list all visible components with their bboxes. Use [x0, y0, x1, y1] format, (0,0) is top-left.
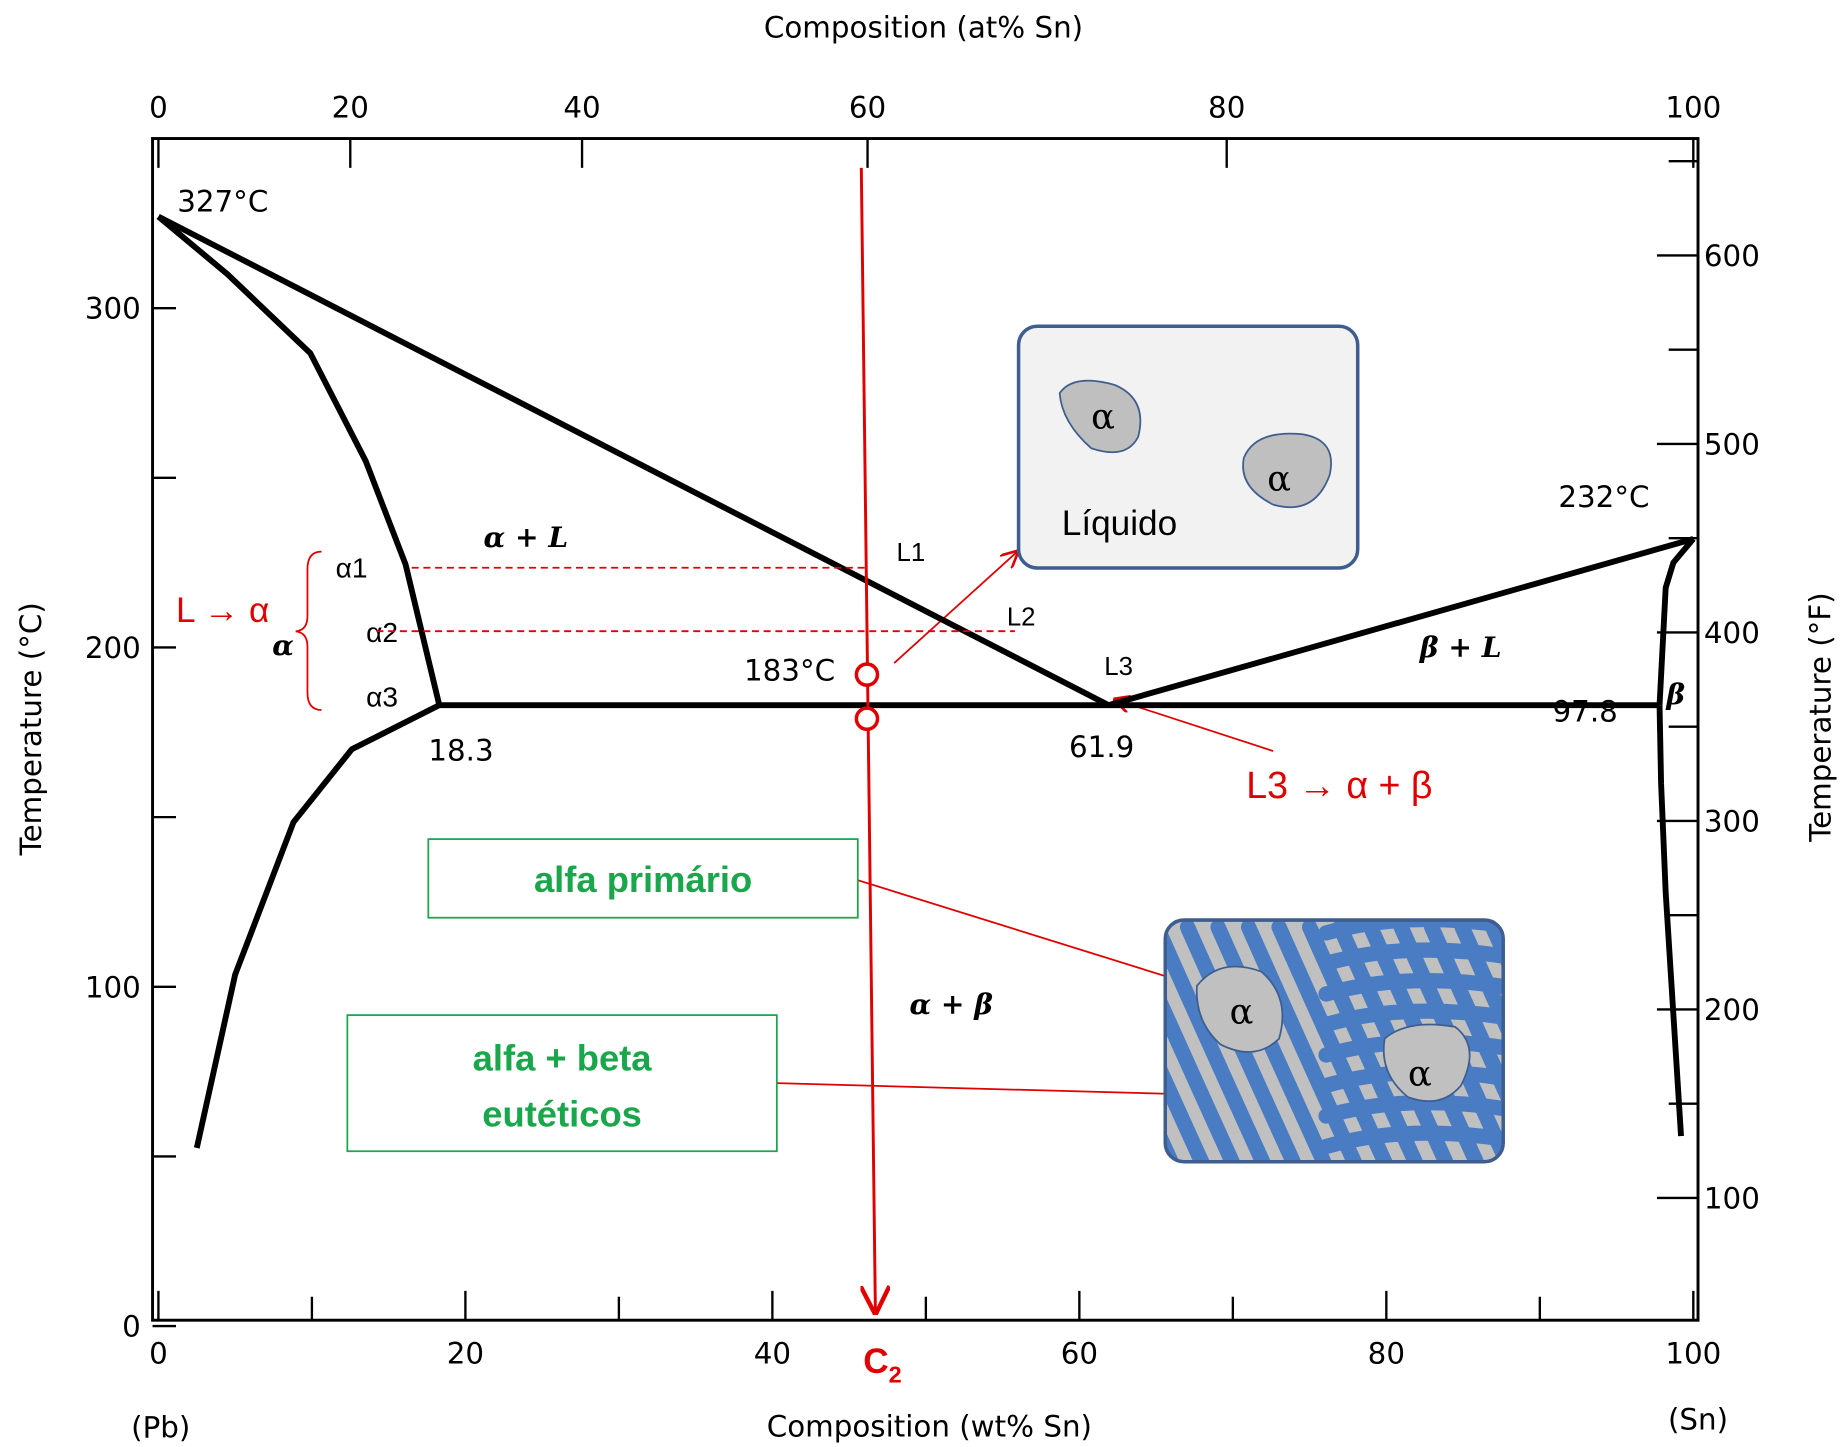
x2-tick-label: 40	[563, 90, 600, 124]
point-label: 61.9	[1069, 730, 1134, 764]
lamella	[882, 927, 988, 1162]
y2-tick-label: 400	[1704, 616, 1760, 650]
phase-label: α + L	[483, 521, 568, 554]
y2-tick-label: 200	[1704, 993, 1760, 1027]
cooling-point	[856, 664, 877, 685]
y-tick-label: 0	[122, 1310, 141, 1344]
cooling-point	[856, 708, 877, 729]
composition-label: C2	[863, 1342, 901, 1387]
y2-tick-label: 100	[1704, 1181, 1760, 1215]
y-tick-label: 100	[85, 970, 141, 1004]
y2-axis-title: Temperature (°F)	[1804, 592, 1838, 843]
x2-tick-label: 80	[1208, 90, 1245, 124]
tie-label: L3	[1104, 653, 1133, 681]
x2-tick-label: 0	[149, 90, 168, 124]
phase-label: α + β	[909, 988, 993, 1021]
composition-symbol: C	[863, 1342, 888, 1381]
reaction: L3 → α + β	[1246, 764, 1432, 806]
arrow	[777, 1083, 1209, 1095]
tie-label: α3	[366, 681, 398, 712]
grain-label: α	[1230, 991, 1254, 1032]
tie-label: L2	[1007, 604, 1036, 632]
y-tick-label: 300	[85, 292, 141, 326]
callout: alfa primário	[534, 859, 752, 900]
x2-tick-label: 60	[849, 90, 886, 124]
lamella	[1523, 927, 1629, 1162]
composition-subscript: 2	[889, 1361, 902, 1387]
brace	[296, 552, 322, 710]
x2-tick-label: 100	[1665, 90, 1721, 124]
y-tick-label: 200	[85, 631, 141, 665]
point-label: 327°C	[177, 184, 268, 218]
phase-diagram: Composition (at% Sn) Composition (wt% Sn…	[0, 0, 1840, 1447]
inset-label: Líquido	[1062, 504, 1177, 543]
grain-label: α	[1408, 1054, 1432, 1095]
x2-axis-title: Composition (at% Sn)	[764, 11, 1083, 45]
lamella	[1035, 927, 1141, 1162]
lamella	[1493, 927, 1599, 1162]
lamella	[943, 927, 1049, 1162]
tie-label: L1	[897, 539, 926, 567]
tie-label: α1	[336, 552, 368, 583]
reaction: L → α	[176, 591, 269, 630]
point-label: 183°C	[744, 654, 835, 688]
x-tick-label: 80	[1368, 1337, 1405, 1371]
lamella	[1554, 927, 1660, 1162]
phase-label: α	[272, 629, 294, 662]
y-axis-title: Temperature (°C)	[14, 602, 48, 856]
x-tick-label: 40	[754, 1337, 791, 1371]
lamella	[913, 927, 1019, 1162]
x-tick-label: 60	[1061, 1337, 1098, 1371]
x-tick-label: 20	[447, 1337, 484, 1371]
grain-label: α	[1267, 459, 1291, 500]
lamella	[974, 927, 1080, 1162]
point-label: 232°C	[1558, 480, 1649, 514]
y2-tick-label: 300	[1704, 804, 1760, 838]
x-tick-label: 0	[149, 1337, 168, 1371]
y2-tick-label: 500	[1704, 427, 1760, 461]
tie-label: α2	[366, 617, 398, 648]
end-label: (Sn)	[1668, 1402, 1728, 1436]
end-label: (Pb)	[131, 1411, 190, 1445]
liquid-inset: α α Líquido	[1019, 326, 1358, 568]
phase-label: β + L	[1419, 631, 1502, 664]
x-tick-label: 100	[1665, 1337, 1721, 1371]
callout: eutéticos	[482, 1094, 642, 1135]
grain-label: α	[1091, 396, 1115, 437]
x2-tick-label: 20	[332, 90, 369, 124]
callout: alfa + beta	[473, 1037, 653, 1078]
composition-line	[861, 168, 875, 1312]
point-label: 18.3	[428, 733, 493, 767]
y2-tick-label: 600	[1704, 239, 1760, 273]
phase-boundary	[1660, 705, 1681, 1136]
lamella	[1004, 927, 1110, 1162]
solid-inset: α α	[882, 920, 1689, 1162]
phase-label: β	[1665, 678, 1685, 711]
point-label: 97.8	[1552, 695, 1617, 729]
x-axis-title: Composition (wt% Sn)	[767, 1409, 1092, 1443]
